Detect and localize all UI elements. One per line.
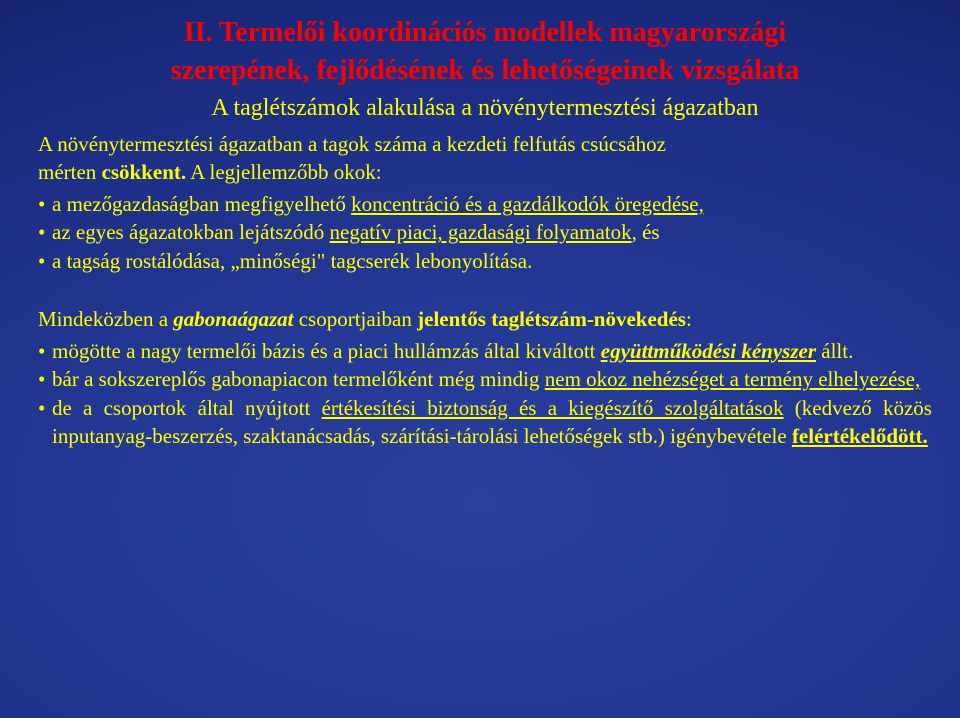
bullet2-pre: az egyes ágazatokban lejátszódó: [52, 220, 330, 244]
b2-3-underline-2: felértékelődött.: [792, 424, 928, 448]
b2-1-post: állt.: [816, 339, 853, 363]
list-item: mögötte a nagy termelői bázis és a piaci…: [38, 338, 932, 366]
b2-1-pre: mögötte a nagy termelői bázis és a piaci…: [52, 339, 601, 363]
mid-italic: gabonaágazat: [173, 307, 293, 331]
mid-mid: csoportjaiban: [293, 307, 417, 331]
list-item: a tagság rostálódása, „minőségi" tagcser…: [38, 248, 932, 276]
mid-end: :: [686, 307, 692, 331]
slide-body: A növénytermesztési ágazatban a tagok sz…: [38, 131, 932, 450]
intro-lead-2-post: A legjellemzőbb okok:: [186, 160, 381, 184]
intro-lead-2-pre: mérten: [38, 160, 102, 184]
intro-lead-2-bold: csökkent.: [102, 160, 187, 184]
mid-bold: jelentős taglétszám-növekedés: [417, 307, 686, 331]
b2-3-underline-1: értékesítési biztonság és a kiegészítő s…: [322, 396, 784, 420]
mid-pre: Mindeközben a: [38, 307, 173, 331]
bullet1-pre: a mezőgazdaságban megfigyelhető: [52, 192, 351, 216]
title-line-2: szerepének, fejlődésének és lehetőségein…: [38, 52, 932, 90]
subtitle: A taglétszámok alakulása a növénytermesz…: [38, 92, 932, 126]
bullet-list-1: a mezőgazdaságban megfigyelhető koncentr…: [38, 191, 932, 276]
bullet2-post: , és: [632, 220, 660, 244]
title-line-1: II. Termelői koordinációs modellek magya…: [38, 14, 932, 52]
list-item: bár a sokszereplős gabonapiacon termelők…: [38, 366, 932, 394]
list-item: a mezőgazdaságban megfigyelhető koncentr…: [38, 191, 932, 219]
b2-2-underline: nem okoz nehézséget a termény elhelyezés…: [545, 367, 920, 391]
mid-paragraph: Mindeközben a gabonaágazat csoportjaiban…: [38, 306, 932, 334]
intro-paragraph: A növénytermesztési ágazatban a tagok sz…: [38, 131, 932, 186]
bullet2-underline: negatív piaci, gazdasági folyamatok: [330, 220, 632, 244]
b2-2-pre: bár a sokszereplős gabonapiacon termelők…: [52, 367, 545, 391]
section-gap: [38, 290, 932, 302]
intro-lead-1: A növénytermesztési ágazatban a tagok sz…: [38, 132, 666, 156]
list-item: az egyes ágazatokban lejátszódó negatív …: [38, 219, 932, 247]
bullet3-text: a tagság rostálódása, „minőségi" tagcser…: [52, 249, 532, 273]
list-item: de a csoportok által nyújtott értékesíté…: [38, 395, 932, 450]
slide-heading: II. Termelői koordinációs modellek magya…: [38, 14, 932, 125]
b2-3-pre: de a csoportok által nyújtott: [52, 396, 322, 420]
b2-1-underline-bold-italic: együttműködési kényszer: [601, 339, 816, 363]
bullet1-underline: koncentráció és a gazdálkodók öregedése,: [351, 192, 704, 216]
bullet-list-2: mögötte a nagy termelői bázis és a piaci…: [38, 338, 932, 451]
slide-root: II. Termelői koordinációs modellek magya…: [0, 0, 960, 718]
